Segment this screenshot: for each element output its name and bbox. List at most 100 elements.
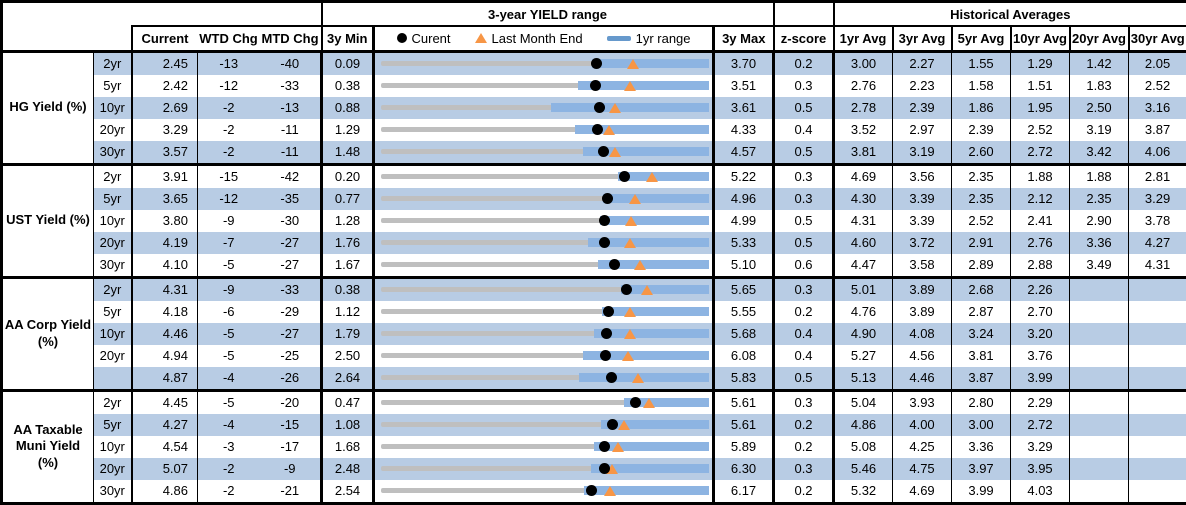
cell-3y-max: 4.96 [714, 188, 774, 210]
cell-avg-10yr: 2.52 [1011, 119, 1070, 141]
bullet-chart [381, 254, 710, 276]
cell-avg-1yr: 5.32 [834, 480, 893, 504]
cell-3y-min: 1.68 [322, 436, 374, 458]
cell-tenor: 20yr [94, 345, 132, 367]
range-chart-cell [374, 97, 714, 119]
cell-wtd-chg: -12 [198, 75, 260, 97]
cell-wtd-chg: -5 [198, 345, 260, 367]
cell-tenor: 10yr [94, 210, 132, 232]
cell-3y-max: 3.70 [714, 51, 774, 75]
cell-avg-3yr: 4.75 [893, 458, 952, 480]
cell-avg-30yr [1129, 458, 1186, 480]
cell-mtd-chg: -40 [260, 51, 322, 75]
cell-avg-3yr: 3.93 [893, 390, 952, 414]
range-chart-cell [374, 367, 714, 391]
cell-tenor: 30yr [94, 480, 132, 504]
cell-avg-1yr: 4.30 [834, 188, 893, 210]
cell-3y-max: 5.65 [714, 277, 774, 301]
cell-avg-30yr: 4.27 [1129, 232, 1186, 254]
cell-avg-30yr: 3.78 [1129, 210, 1186, 232]
cell-z-score: 0.2 [774, 436, 834, 458]
cell-avg-30yr [1129, 277, 1186, 301]
cell-avg-20yr [1070, 480, 1129, 504]
range-chart-cell [374, 119, 714, 141]
cell-current: 3.91 [132, 164, 198, 188]
cell-avg-5yr: 2.60 [952, 141, 1011, 165]
last-month-end-marker [629, 194, 641, 204]
legend-last-month-end-label: Last Month End [492, 31, 583, 46]
cell-avg-10yr: 3.95 [1011, 458, 1070, 480]
cell-tenor: 5yr [94, 301, 132, 323]
corner-blank-cell [2, 2, 132, 52]
cell-avg-3yr: 3.89 [893, 301, 952, 323]
cell-3y-min: 1.12 [322, 301, 374, 323]
col-header-3yr-avg: 3yr Avg [893, 26, 952, 51]
cell-avg-10yr: 2.70 [1011, 301, 1070, 323]
cell-avg-1yr: 4.76 [834, 301, 893, 323]
cell-z-score: 0.3 [774, 390, 834, 414]
current-marker [599, 463, 610, 474]
cell-tenor: 5yr [94, 75, 132, 97]
cell-avg-1yr: 4.31 [834, 210, 893, 232]
bullet-chart [381, 210, 710, 232]
cell-3y-min: 2.50 [322, 345, 374, 367]
cell-3y-min: 0.38 [322, 75, 374, 97]
cell-tenor: 30yr [94, 141, 132, 165]
1yr-range-bar [551, 103, 709, 112]
cell-avg-10yr: 2.12 [1011, 188, 1070, 210]
cell-z-score: 0.5 [774, 367, 834, 391]
last-month-end-marker [618, 420, 630, 430]
cell-avg-3yr: 2.97 [893, 119, 952, 141]
bullet-chart [381, 75, 710, 97]
cell-avg-5yr: 3.81 [952, 345, 1011, 367]
cell-avg-3yr: 2.23 [893, 75, 952, 97]
cell-avg-1yr: 4.86 [834, 414, 893, 436]
cell-avg-30yr [1129, 345, 1186, 367]
cell-3y-min: 0.77 [322, 188, 374, 210]
1yr-range-bar [603, 194, 709, 203]
cell-z-score: 0.3 [774, 188, 834, 210]
col-header-20yr-avg: 20yr Avg [1070, 26, 1129, 51]
last-month-end-marker [627, 59, 639, 69]
cell-avg-10yr: 2.76 [1011, 232, 1070, 254]
column-header-row: Current WTD Chg MTD Chg 3y Min Curent La… [2, 26, 1186, 51]
range-chart-cell [374, 436, 714, 458]
top-header-row: 3-year YIELD range Historical Averages [2, 2, 1186, 27]
cell-current: 2.69 [132, 97, 198, 119]
cell-avg-30yr [1129, 390, 1186, 414]
bullet-chart [381, 301, 710, 323]
cell-avg-1yr: 2.78 [834, 97, 893, 119]
cell-current: 4.94 [132, 345, 198, 367]
cell-avg-5yr: 2.68 [952, 277, 1011, 301]
cell-3y-max: 3.61 [714, 97, 774, 119]
col-header-3y-min: 3y Min [322, 26, 374, 51]
cell-3y-min: 1.29 [322, 119, 374, 141]
cell-current: 3.29 [132, 119, 198, 141]
cell-avg-1yr: 5.08 [834, 436, 893, 458]
current-marker [619, 171, 630, 182]
cell-wtd-chg: -2 [198, 480, 260, 504]
cell-3y-max: 6.30 [714, 458, 774, 480]
cell-tenor: 20yr [94, 119, 132, 141]
cell-avg-3yr: 2.39 [893, 97, 952, 119]
cell-avg-5yr: 3.97 [952, 458, 1011, 480]
cell-avg-1yr: 5.27 [834, 345, 893, 367]
cell-tenor: 10yr [94, 436, 132, 458]
cell-z-score: 0.5 [774, 210, 834, 232]
range-chart-cell [374, 232, 714, 254]
section-label: UST Yield (%) [2, 164, 94, 277]
cell-mtd-chg: -17 [260, 436, 322, 458]
cell-current: 2.45 [132, 51, 198, 75]
cell-3y-max: 5.68 [714, 323, 774, 345]
cell-avg-3yr: 3.56 [893, 164, 952, 188]
cell-3y-max: 5.89 [714, 436, 774, 458]
range-chart-cell [374, 188, 714, 210]
cell-3y-min: 1.48 [322, 141, 374, 165]
cell-current: 3.65 [132, 188, 198, 210]
cell-z-score: 0.2 [774, 414, 834, 436]
cell-avg-20yr [1070, 345, 1129, 367]
bullet-chart [381, 141, 710, 163]
